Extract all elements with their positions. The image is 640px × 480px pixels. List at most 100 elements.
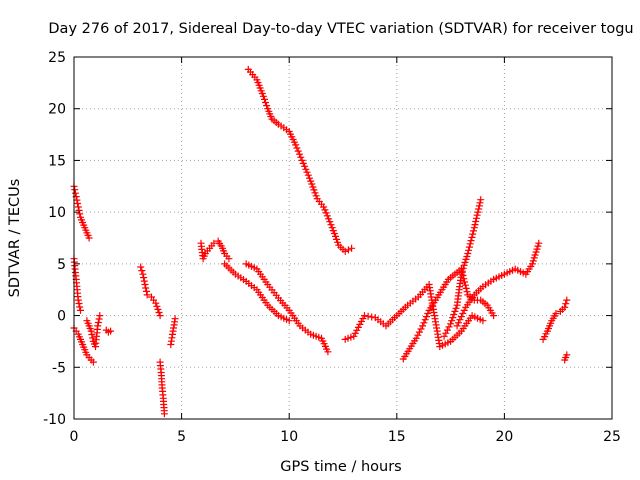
data-point-arc-1a [85,234,93,242]
y-axis-label: SDTVAR / TECUs [7,179,23,298]
data-point-arc-7 [450,311,458,318]
data-point-arc-2a [155,309,163,316]
data-point-arc-5 [354,323,362,331]
data-point-arc-7 [463,253,471,260]
data-points [70,65,571,418]
data-point-arc-7 [445,323,453,331]
data-point-arc-7 [451,307,459,315]
data-point-arc-1d [87,327,95,335]
data-point-arc-3b [285,317,293,325]
gridlines [74,57,612,419]
data-point-arc-8 [453,322,461,330]
data-point-arc-8 [457,313,465,321]
data-point-arc-4 [297,153,305,161]
data-point-arc-10 [563,351,571,359]
y-tick-label: 0 [57,309,66,325]
y-tick-label: 15 [48,153,66,169]
data-point-arc-7 [447,320,455,328]
data-point-arc-4 [301,162,309,170]
data-point-arc-7 [472,218,480,225]
data-point-arc-4 [294,147,302,155]
data-point-arc-8 [528,260,536,268]
data-point-arc-7 [477,196,485,204]
data-point-arc-7 [466,240,474,248]
x-axis-label: GPS time / hours [280,459,401,475]
data-point-arc-7 [449,314,457,322]
data-point-arc-4 [341,247,349,255]
data-point-arc-5 [351,329,359,337]
x-tick-label: 10 [280,429,298,445]
data-point-arc-7 [448,317,456,325]
x-tick-label: 25 [603,429,621,445]
data-point-arc-5 [361,312,368,320]
y-tick-label: 25 [48,50,66,66]
data-point-arc-5 [479,317,487,325]
data-point-arc-4 [298,156,306,164]
data-point-arc-5 [350,332,358,340]
data-point-arc-6 [424,310,432,317]
data-point-arc-4 [292,141,300,149]
data-point-arc-1e [107,327,115,335]
data-point-arc-2a [140,274,148,282]
data-point-arc-4 [261,95,268,103]
y-tick-label: -5 [52,360,66,376]
y-tick-label: 5 [57,257,66,273]
data-point-arc-6 [419,322,427,330]
data-point-arc-7 [468,233,476,241]
data-point-arc-6 [414,331,422,339]
data-point-arc-7 [474,208,482,216]
x-tick-label: 15 [388,429,406,445]
data-point-arc-6 [415,328,423,336]
data-point-arc-6 [417,325,425,333]
data-point-arc-8 [460,306,468,314]
data-point-arc-4 [311,189,319,197]
data-point-arc-1a [74,200,82,207]
data-point-arc-4 [293,144,301,152]
data-point-arc-1a [74,203,82,211]
data-point-arc-2a [152,299,160,307]
data-point-arc-6 [461,281,469,289]
data-point-arc-1b [77,306,84,314]
data-point-arc-7 [461,258,469,266]
x-tick-label: 5 [177,429,186,445]
data-point-arc-4 [259,92,267,100]
data-point-arc-6 [423,313,430,321]
data-point-arc-7 [442,329,450,337]
data-point-arc-7 [459,264,467,272]
data-point-arc-4 [348,244,356,252]
data-point-arc-3a [225,255,233,263]
data-point-arc-6 [421,316,429,324]
data-point-arc-1b [76,303,84,311]
data-point-arc-6 [490,312,498,320]
y-tick-label: 20 [48,102,66,118]
data-point-arc-7 [440,332,448,340]
data-point-arc-2a [140,277,148,285]
data-point-arc-6 [412,334,420,342]
data-point-arc-7 [472,214,480,222]
data-point-arc-7 [452,304,460,312]
data-point-arc-7 [465,246,473,254]
data-point-arc-2c [171,315,179,323]
data-point-arc-8 [455,319,462,327]
data-point-arc-2a [154,305,162,313]
data-point-arc-7 [465,243,473,251]
plot-frame [73,56,613,420]
data-point-arc-4 [321,206,329,214]
data-point-arc-1a [76,210,84,218]
data-point-arc-4 [326,218,334,226]
data-point-arc-1d [89,334,97,342]
data-point-arc-7 [457,270,465,278]
data-point-arc-1d [96,312,104,320]
data-point-arc-7 [467,237,475,245]
data-point-arc-7 [464,250,472,257]
data-point-arc-6 [461,278,469,286]
data-point-arc-8 [533,245,541,253]
data-point-arc-9 [552,310,560,317]
data-point-arc-1d [95,315,103,323]
data-point-arc-1b [74,296,82,304]
data-point-arc-9 [563,296,571,304]
x-tick-label: 20 [495,429,513,445]
data-point-arc-4 [344,246,352,254]
data-point-arc-8 [529,257,537,265]
